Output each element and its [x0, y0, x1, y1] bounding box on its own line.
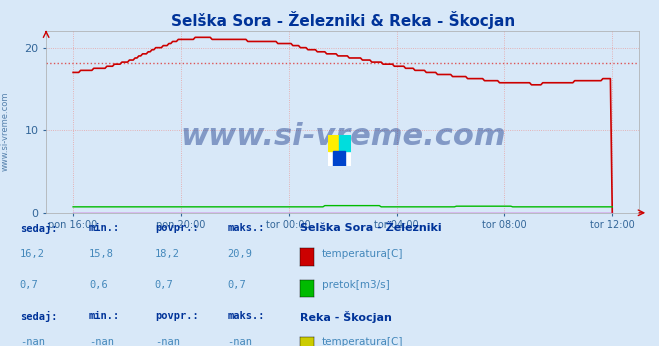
- Text: povpr.:: povpr.:: [155, 223, 198, 233]
- Text: pretok[m3/s]: pretok[m3/s]: [322, 280, 389, 290]
- Text: -nan: -nan: [227, 337, 252, 346]
- Text: 0,6: 0,6: [89, 280, 107, 290]
- Text: min.:: min.:: [89, 223, 120, 233]
- Text: 0,7: 0,7: [155, 280, 173, 290]
- Text: www.si-vreme.com: www.si-vreme.com: [180, 122, 505, 151]
- Text: Reka - Škocjan: Reka - Škocjan: [300, 311, 391, 324]
- Text: -nan: -nan: [20, 337, 45, 346]
- Text: 0,7: 0,7: [20, 280, 38, 290]
- Text: min.:: min.:: [89, 311, 120, 321]
- Text: maks.:: maks.:: [227, 223, 265, 233]
- Text: povpr.:: povpr.:: [155, 311, 198, 321]
- Title: Selška Sora - Železniki & Reka - Škocjan: Selška Sora - Železniki & Reka - Škocjan: [171, 11, 515, 29]
- Text: temperatura[C]: temperatura[C]: [322, 249, 403, 259]
- Text: sedaj:: sedaj:: [20, 223, 57, 234]
- Bar: [328, 135, 339, 151]
- Text: 20,9: 20,9: [227, 249, 252, 259]
- Text: Selška Sora - Železniki: Selška Sora - Železniki: [300, 223, 442, 233]
- Text: 18,2: 18,2: [155, 249, 180, 259]
- Bar: [339, 135, 351, 151]
- Text: 16,2: 16,2: [20, 249, 45, 259]
- Bar: [333, 151, 345, 166]
- Text: 15,8: 15,8: [89, 249, 114, 259]
- Text: -nan: -nan: [155, 337, 180, 346]
- Text: -nan: -nan: [89, 337, 114, 346]
- Text: sedaj:: sedaj:: [20, 311, 57, 322]
- Text: temperatura[C]: temperatura[C]: [322, 337, 403, 346]
- Text: www.si-vreme.com: www.si-vreme.com: [1, 92, 10, 171]
- Text: 0,7: 0,7: [227, 280, 246, 290]
- Text: maks.:: maks.:: [227, 311, 265, 321]
